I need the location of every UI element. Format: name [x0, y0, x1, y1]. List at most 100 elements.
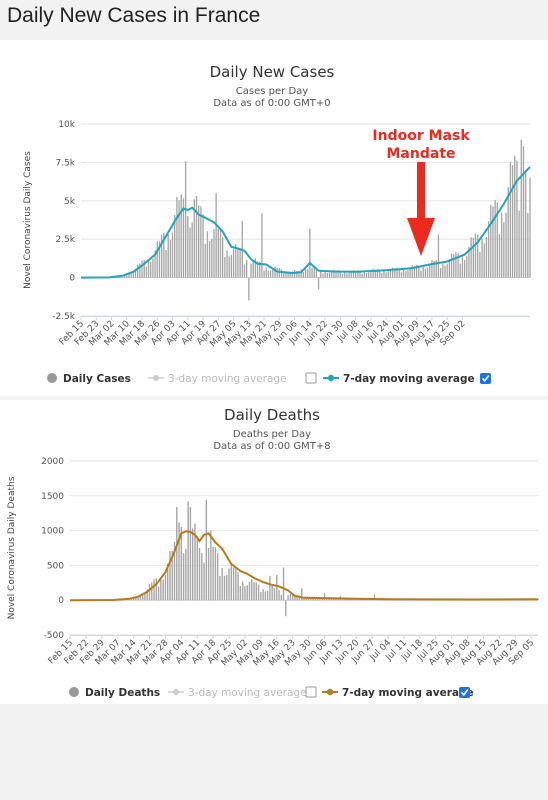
bar	[328, 272, 331, 278]
bar	[137, 597, 139, 601]
checkmark-icon	[481, 375, 490, 383]
bar	[251, 579, 253, 601]
bar	[162, 579, 164, 601]
bar	[248, 277, 250, 301]
bar	[205, 500, 208, 601]
bar	[396, 267, 398, 278]
bar	[483, 243, 485, 278]
chart-subtitle-date: Data as of 0:00 GMT+8	[213, 441, 330, 452]
bar	[461, 256, 464, 278]
bar	[157, 586, 160, 601]
bar	[301, 588, 303, 601]
bar	[256, 261, 259, 278]
bar	[450, 253, 453, 278]
bar	[210, 530, 212, 601]
bar	[326, 598, 328, 601]
bar	[328, 598, 330, 601]
legend-7day-label[interactable]: 7-day moving average	[342, 687, 474, 699]
bar	[487, 221, 490, 278]
bar	[294, 594, 296, 601]
bar	[289, 593, 292, 601]
mask-mandate-annotation: Indoor Mask Mandate	[372, 128, 470, 256]
bar	[426, 267, 429, 278]
bars	[78, 500, 539, 617]
y-tick-label: 0	[69, 274, 75, 284]
moving-average-line	[80, 166, 531, 279]
bar	[253, 582, 255, 601]
bar	[455, 252, 457, 278]
bar	[136, 264, 139, 278]
bar	[216, 553, 219, 601]
bar	[126, 275, 128, 278]
legend: Daily Cases 3-day moving average 7-day mov…	[47, 372, 491, 385]
bar	[394, 268, 396, 278]
bar	[206, 231, 209, 278]
legend-7day-checkbox[interactable]	[480, 373, 491, 384]
legend-3day-label[interactable]: 3-day moving average	[168, 373, 287, 385]
bar	[276, 268, 278, 278]
bar	[405, 271, 407, 278]
bar	[195, 196, 198, 278]
daily-cases-chart-panel: Daily New Cases Cases per Day Data as of 0…	[0, 40, 548, 396]
bar	[223, 575, 226, 601]
bar	[180, 194, 182, 278]
bar	[407, 270, 409, 278]
bar	[214, 547, 217, 601]
bar	[463, 259, 466, 278]
bar	[248, 581, 251, 601]
bar	[274, 266, 276, 278]
legend-daily-label[interactable]: Daily Deaths	[85, 687, 160, 699]
bar	[191, 528, 194, 601]
bar	[145, 266, 148, 278]
bar	[300, 269, 302, 278]
bar	[330, 271, 333, 278]
bar	[387, 271, 389, 278]
legend-7day-marker	[326, 688, 334, 696]
bar	[260, 592, 262, 601]
bar	[433, 261, 435, 278]
bar	[282, 567, 285, 601]
bar	[304, 268, 307, 278]
bar	[219, 575, 221, 601]
bar	[420, 270, 422, 278]
bar	[255, 582, 257, 601]
bar	[444, 265, 446, 278]
bar	[435, 259, 437, 278]
bar	[365, 273, 368, 278]
bar	[307, 597, 310, 601]
y-axis-label: Novel Coronavirus Daily Deaths	[7, 476, 17, 619]
bar	[468, 246, 470, 278]
bar	[305, 597, 307, 601]
bar	[167, 234, 169, 278]
y-tick-label: 5k	[64, 197, 76, 207]
bar	[193, 199, 196, 278]
legend-3day-label[interactable]: 3-day moving average	[188, 687, 307, 699]
bar	[148, 583, 151, 601]
bar	[287, 272, 289, 278]
bar	[198, 548, 201, 601]
bar	[158, 241, 161, 278]
bar	[230, 254, 233, 278]
bar	[237, 572, 239, 601]
bar	[481, 238, 483, 278]
legend-7day-label[interactable]: 7-day moving average	[343, 373, 475, 385]
legend-3day-checkbox[interactable]	[305, 372, 317, 384]
legend-7day-checkbox[interactable]	[459, 687, 470, 698]
bar	[324, 271, 326, 278]
legend: Daily Deaths 3-day moving average 7-day mo…	[69, 686, 474, 699]
bar	[350, 271, 352, 278]
annotation-arrow-shaft	[417, 162, 426, 220]
legend-3day-checkbox[interactable]	[305, 686, 317, 698]
bar	[232, 248, 235, 278]
bar	[511, 165, 514, 278]
bar	[291, 271, 294, 278]
bar	[153, 579, 155, 601]
bar	[457, 253, 459, 278]
bar	[309, 228, 311, 278]
bar	[180, 526, 183, 601]
legend-daily-label[interactable]: Daily Cases	[63, 373, 131, 385]
bar	[185, 548, 187, 601]
y-tick-label: 500	[47, 561, 64, 571]
legend-3day-marker	[173, 689, 179, 695]
